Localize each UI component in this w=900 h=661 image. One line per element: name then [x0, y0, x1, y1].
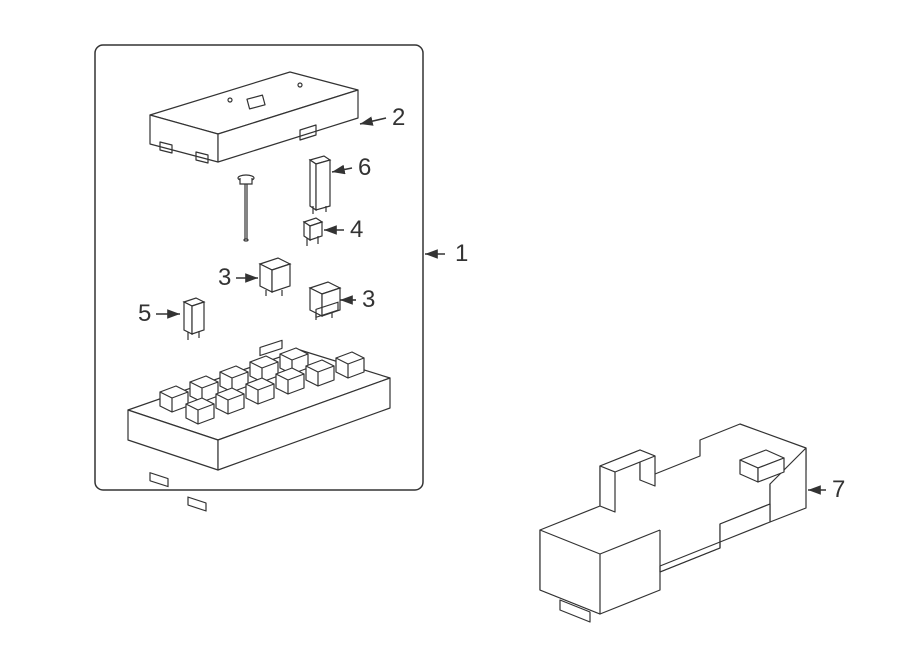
part-bracket-housing [540, 424, 806, 622]
callout-label-7: 7 [832, 476, 845, 504]
part-cover [150, 72, 358, 163]
callout-label-4: 4 [350, 216, 363, 244]
part-relay-left [260, 258, 290, 296]
part-bolt [238, 175, 254, 241]
callout-label-5: 5 [138, 300, 151, 328]
callout-label-6: 6 [358, 154, 371, 182]
part-maxi-fuse [184, 298, 204, 340]
callout-label-3a: 3 [218, 264, 231, 292]
parts-diagram [0, 0, 900, 661]
callout-label-1: 1 [455, 240, 468, 268]
part-fuse-puller [310, 156, 330, 214]
callout-label-2: 2 [392, 104, 405, 132]
part-mini-fuse [304, 218, 322, 246]
part-fuse-block-base [128, 302, 390, 511]
callout-label-3b: 3 [362, 286, 375, 314]
